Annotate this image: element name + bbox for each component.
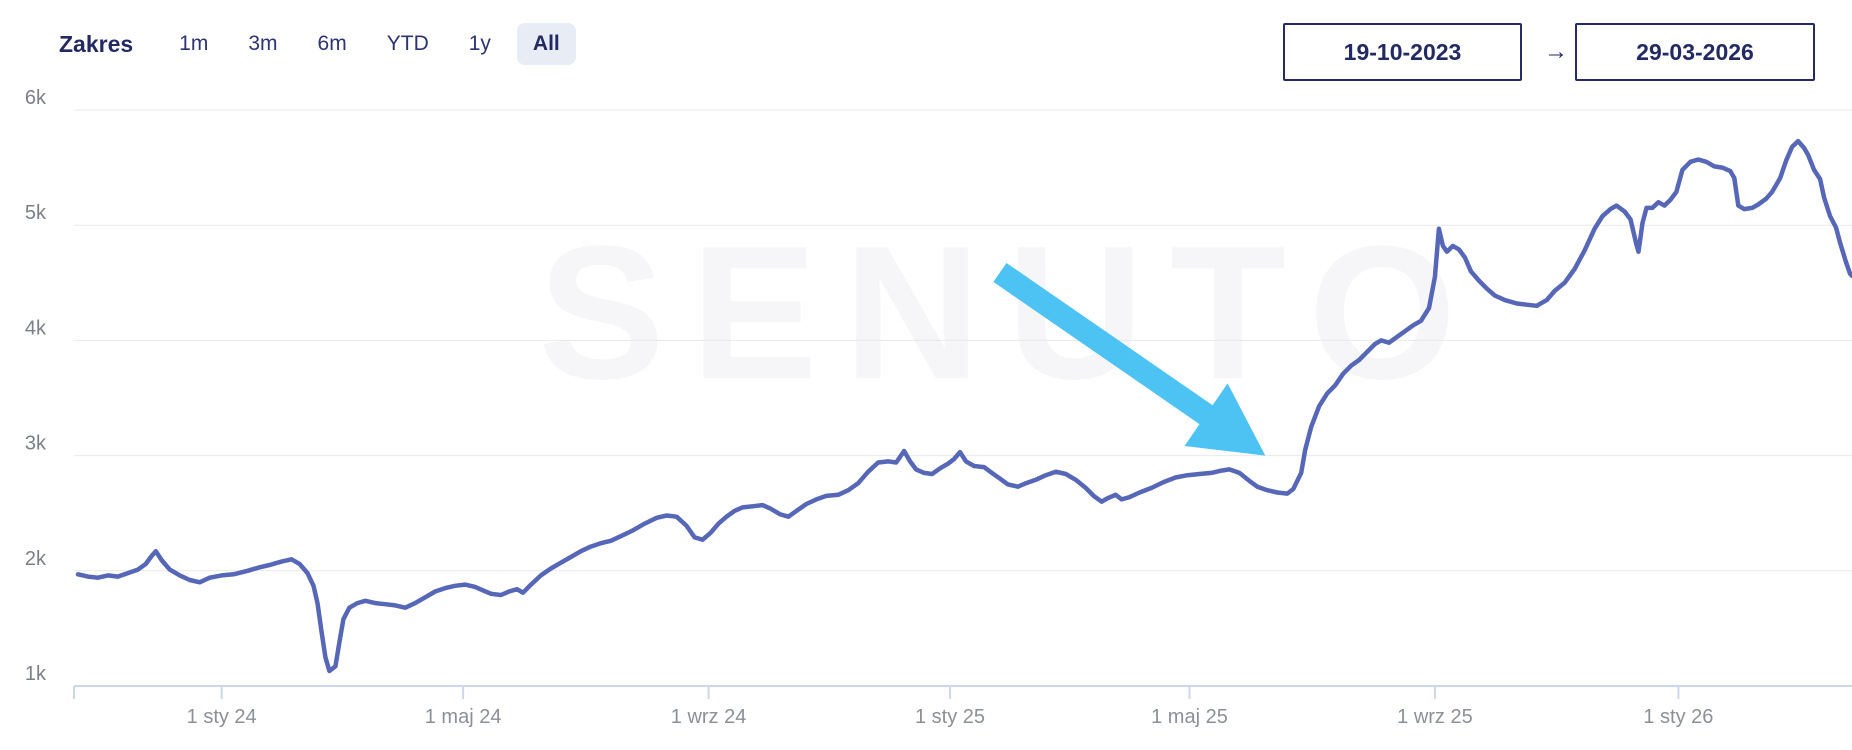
x-axis-label: 1 sty 24 bbox=[187, 706, 257, 728]
range-option-1m[interactable]: 1m bbox=[179, 32, 209, 55]
range-option-1y[interactable]: 1y bbox=[468, 32, 491, 55]
range-option-all[interactable]: All bbox=[516, 23, 576, 65]
y-axis-label: 2k bbox=[25, 548, 47, 570]
date-from-input[interactable]: 19-10-2023 bbox=[1283, 23, 1522, 81]
senuto-watermark: SENUTO bbox=[538, 207, 1483, 419]
y-axis-label: 6k bbox=[25, 87, 47, 109]
range-option-ytd[interactable]: YTD bbox=[386, 32, 429, 55]
arrow-right-icon: → bbox=[1544, 38, 1568, 65]
visibility-series-line bbox=[75, 138, 1852, 674]
x-axis-label: 1 sty 25 bbox=[915, 706, 985, 728]
x-axis-label: 1 maj 24 bbox=[425, 706, 502, 728]
y-axis-label: 3k bbox=[25, 433, 47, 455]
y-axis-label: 1k bbox=[25, 663, 47, 685]
x-axis-label: 1 sty 26 bbox=[1643, 706, 1713, 728]
y-axis-label: 5k bbox=[25, 202, 47, 224]
x-axis-label: 1 wrz 24 bbox=[671, 706, 747, 728]
y-axis-label: 4k bbox=[25, 317, 47, 339]
range-selector-label: Zakres bbox=[59, 30, 134, 57]
range-selector: Zakres 1m 3m 6m YTD 1y All bbox=[59, 20, 582, 68]
annotation-arrow-shaft bbox=[993, 262, 1218, 428]
range-option-6m[interactable]: 6m bbox=[317, 32, 347, 55]
date-to-input[interactable]: 29-03-2026 bbox=[1575, 23, 1815, 81]
x-axis-label: 1 wrz 25 bbox=[1397, 706, 1473, 728]
range-option-3m[interactable]: 3m bbox=[248, 32, 278, 55]
x-axis-label: 1 maj 25 bbox=[1151, 706, 1228, 728]
annotation-arrow-head bbox=[1184, 383, 1266, 456]
